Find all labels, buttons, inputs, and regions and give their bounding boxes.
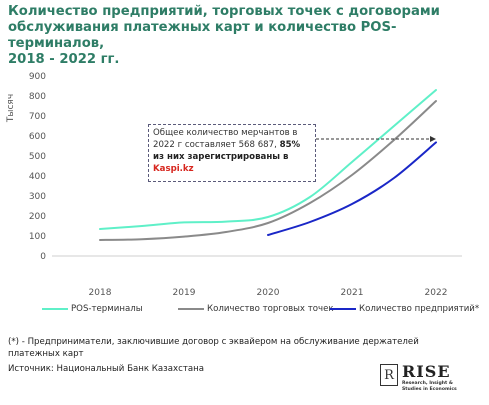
annotation-line-2-text: 2022 г составляет 568 687, [153, 140, 277, 150]
chart-title: Количество предприятий, торговых точек с… [8, 4, 478, 68]
y-tick-label: 700 [29, 112, 46, 122]
annotation-callout-arrow [430, 136, 436, 142]
chart-title-line-3: 2018 - 2022 гг. [8, 52, 120, 67]
chart-title-line-2: обслуживания платежных карт и количество… [8, 20, 397, 51]
footnote-line-1: (*) - Предприниматели, заключившие догов… [8, 337, 419, 347]
series-line-trade-outlets [99, 100, 437, 241]
footnote: (*) - Предприниматели, заключившие догов… [8, 337, 468, 360]
y-tick-label: 300 [29, 192, 46, 202]
x-tick-label: 2018 [89, 288, 112, 298]
series-line-pos-terminals [99, 89, 437, 230]
source-note: Источник: Национальный Банк Казахстана [8, 364, 204, 374]
series-line-enterprises [267, 141, 437, 236]
annotation-box: Общее количество мерчантов в 2022 г сост… [148, 124, 316, 182]
y-tick-label: 100 [29, 232, 46, 242]
footnote-line-2: платежных карт [8, 348, 84, 359]
annotation-line-1: Общее количество мерчантов в [153, 128, 298, 138]
legend-swatch-outlets [178, 308, 204, 310]
legend-swatch-pos [42, 308, 68, 310]
y-axis-ticks: 0 100 200 300 400 500 600 700 800 900 [29, 72, 46, 262]
y-tick-label: 800 [29, 92, 46, 102]
legend-swatch-enterprises [330, 308, 356, 310]
legend-label-enterprises: Количество предприятий* [359, 304, 480, 314]
y-axis-label: Тысяч [6, 94, 16, 123]
x-tick-label: 2022 [425, 288, 448, 298]
legend-item-outlets: Количество торговых точек [178, 304, 334, 314]
annotation-brand: Kaspi.kz [153, 164, 194, 174]
y-tick-label: 900 [29, 72, 46, 82]
logo-tagline-2: Studies in Economics [402, 386, 457, 392]
logo-tagline-1: Research, Insight & [402, 381, 453, 386]
chart-title-line-1: Количество предприятий, торговых точек с… [8, 4, 440, 19]
annotation-line-3: из них зарегистрированы в [153, 152, 289, 162]
x-axis-ticks: 2018 2019 2020 2021 2022 [89, 288, 448, 298]
y-tick-label: 200 [29, 212, 46, 222]
series-lines [99, 89, 437, 241]
x-tick-label: 2019 [173, 288, 196, 298]
chart-legend: POS-терминалы Количество торговых точек … [40, 304, 480, 318]
annotation-line-2: 2022 г составляет 568 687, 85% [153, 139, 311, 151]
x-tick-label: 2020 [257, 288, 280, 298]
rise-logo: R RISE Research, Insight & Studies in Ec… [378, 362, 468, 396]
legend-label-outlets: Количество торговых точек [207, 304, 334, 314]
legend-item-pos: POS-терминалы [42, 304, 142, 314]
y-tick-label: 400 [29, 172, 46, 182]
y-tick-label: 500 [29, 152, 46, 162]
x-tick-label: 2021 [341, 288, 364, 298]
logo-mark: R [380, 364, 398, 386]
legend-item-enterprises: Количество предприятий* [330, 304, 479, 314]
y-tick-label: 0 [40, 252, 46, 262]
y-tick-label: 600 [29, 132, 46, 142]
annotation-share: 85% [279, 140, 301, 150]
logo-tagline: Research, Insight & Studies in Economics [402, 381, 457, 392]
logo-wordmark: RISE [402, 362, 451, 381]
legend-label-pos: POS-терминалы [71, 304, 143, 314]
